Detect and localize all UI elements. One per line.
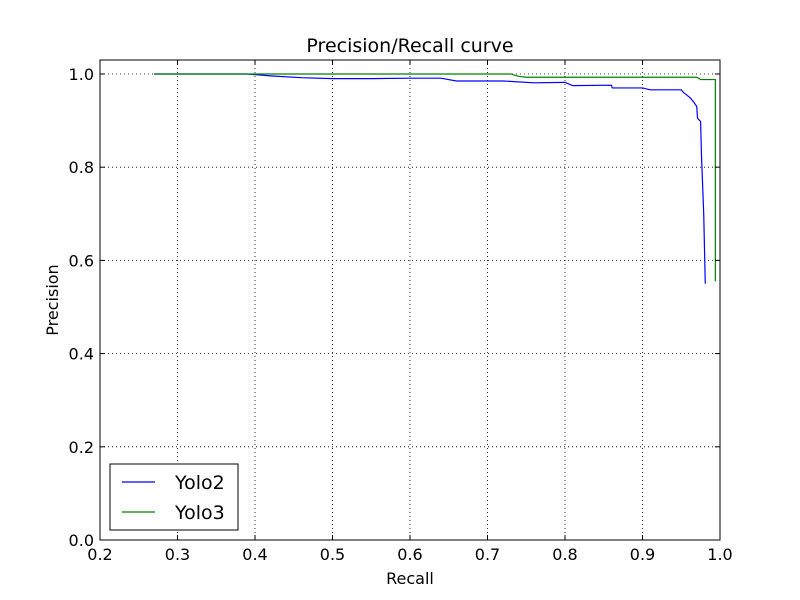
- y-tick-label: 0.0: [69, 531, 94, 550]
- legend: Yolo2 Yolo3: [109, 463, 239, 531]
- y-tick-label: 0.6: [69, 251, 94, 270]
- x-tick-label: 1.0: [707, 545, 732, 564]
- legend-label-yolo2: Yolo2: [174, 472, 225, 494]
- series-line-yolo3: [154, 73, 716, 282]
- x-tick-label: 0.8: [552, 545, 577, 564]
- x-tick-label: 0.9: [630, 545, 655, 564]
- y-tick-label: 0.2: [69, 438, 94, 457]
- x-tick-label: 0.2: [87, 545, 112, 564]
- series-line-yolo2: [154, 73, 706, 284]
- y-tick-label: 0.8: [69, 158, 94, 177]
- ticks: 0.2 0.3 0.4 0.5 0.6 0.7 0.8 0.9 1.00.00.20.40.60…: [69, 60, 733, 564]
- x-tick-label: 0.5: [320, 545, 345, 564]
- y-tick-label: 0.4: [69, 345, 94, 364]
- x-tick-label: 0.7: [475, 545, 500, 564]
- x-tick-label: 0.6: [397, 545, 422, 564]
- x-tick-label: 0.4: [242, 545, 267, 564]
- legend-label-yolo3: Yolo3: [174, 502, 225, 524]
- grid: [99, 60, 721, 541]
- x-tick-label: 0.3: [165, 545, 190, 564]
- legend-box: [109, 463, 239, 531]
- y-tick-label: 1.0: [69, 65, 94, 84]
- x-axis-label: Recall: [386, 569, 434, 588]
- series-layer: [154, 73, 716, 284]
- chart-title: Precision/Recall curve: [306, 35, 513, 57]
- y-axis-label: Precision: [43, 264, 62, 335]
